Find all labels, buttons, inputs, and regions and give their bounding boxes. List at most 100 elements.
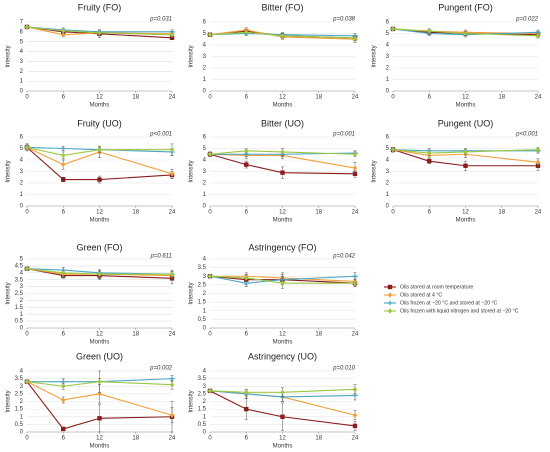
x-tick-label: 24	[169, 210, 176, 216]
y-tick-label: 0.5	[15, 422, 24, 428]
y-axis-label: Intensity	[6, 390, 12, 412]
y-tick-label: 6	[20, 29, 24, 35]
panel-title: Pungent (UO)	[438, 118, 494, 128]
y-axis-label: Intensity	[372, 45, 378, 67]
y-tick-label: 0	[203, 326, 207, 332]
series-line	[26, 146, 173, 181]
series-line	[26, 268, 173, 275]
x-tick-label: 18	[315, 436, 322, 442]
series-line	[209, 275, 356, 284]
series-line	[26, 268, 173, 277]
legend-label: Oils frozen at −20 °C and stored at −20 …	[400, 300, 498, 306]
y-tick-label: 6	[20, 135, 24, 141]
y-tick-label: 3.5	[198, 265, 207, 271]
y-tick-label: 5	[203, 31, 207, 37]
x-tick-label: 12	[96, 95, 103, 101]
x-tick-label: 12	[96, 210, 103, 216]
marker	[352, 386, 358, 392]
x-tick-label: 24	[169, 436, 176, 442]
y-tick-label: 6	[386, 135, 390, 141]
marker	[352, 423, 358, 429]
series-line	[26, 381, 173, 387]
series-line	[209, 153, 356, 175]
series-line	[392, 28, 539, 37]
panel-title: Bitter (UO)	[261, 118, 304, 128]
x-tick-label: 6	[245, 210, 249, 216]
p-value: p=0.611	[150, 254, 172, 260]
x-tick-label: 24	[352, 95, 359, 101]
y-tick-label: 1.5	[15, 305, 24, 311]
y-tick-label: 4	[203, 158, 207, 164]
x-tick-label: 6	[245, 436, 249, 442]
p-value: p=0.042	[332, 254, 356, 260]
x-tick-label: 0	[25, 332, 29, 338]
marker	[169, 171, 175, 177]
y-tick-label: 2	[20, 181, 24, 187]
y-tick-label: 7	[20, 20, 24, 26]
x-axis-label: Months	[273, 340, 293, 346]
y-tick-label: 4	[20, 49, 24, 55]
y-tick-label: 5	[203, 146, 207, 152]
marker	[61, 426, 66, 432]
y-tick-label: 2	[20, 69, 24, 75]
marker	[280, 33, 285, 39]
marker	[61, 28, 66, 34]
y-tick-label: 5	[20, 39, 24, 45]
marker	[207, 273, 213, 279]
y-tick-label: 2.5	[15, 391, 24, 397]
y-tick-label: 1	[203, 414, 207, 420]
y-tick-label: 0	[20, 430, 24, 436]
marker	[61, 161, 66, 168]
y-tick-label: 0	[20, 204, 24, 210]
x-tick-label: 6	[62, 210, 66, 216]
y-tick-label: 2	[386, 181, 390, 187]
y-tick-label: 0	[203, 204, 207, 210]
x-tick-label: 0	[391, 210, 395, 216]
x-tick-label: 24	[352, 332, 359, 338]
series-line	[209, 29, 356, 40]
marker	[207, 388, 213, 394]
legend-label: Oils frozen with liquid nitrogen and sto…	[400, 308, 519, 314]
marker	[463, 149, 468, 155]
marker	[280, 414, 285, 419]
y-tick-label: 4	[20, 270, 24, 276]
y-tick-label: 4	[203, 257, 207, 263]
y-tick-label: 1	[20, 192, 24, 198]
marker	[352, 35, 358, 41]
marker	[244, 406, 249, 412]
marker	[390, 147, 396, 153]
series-line	[209, 388, 356, 393]
marker	[97, 379, 102, 385]
y-tick-label: 0	[386, 204, 390, 210]
marker	[535, 147, 541, 153]
y-tick-label: 1.5	[198, 407, 207, 413]
x-tick-label: 18	[315, 210, 322, 216]
y-axis-label: Intensity	[6, 45, 12, 67]
x-tick-label: 12	[462, 95, 469, 101]
y-tick-label: 1	[20, 414, 24, 420]
x-tick-label: 12	[279, 332, 286, 338]
marker	[387, 292, 393, 298]
marker	[387, 300, 393, 306]
x-tick-label: 24	[352, 210, 359, 216]
legend-label: Oils stored at room temperature	[400, 284, 473, 290]
p-value: p<0.001	[515, 132, 538, 138]
marker	[387, 308, 393, 314]
p-value: p=0.031	[149, 17, 172, 23]
x-tick-label: 12	[96, 436, 103, 442]
marker	[280, 389, 285, 395]
y-tick-label: 4.5	[15, 263, 24, 269]
x-tick-label: 12	[96, 332, 103, 338]
x-tick-label: 6	[62, 332, 66, 338]
y-tick-label: 2	[20, 399, 24, 405]
marker	[352, 151, 358, 157]
x-tick-label: 18	[498, 210, 505, 216]
marker	[169, 412, 175, 418]
marker	[97, 30, 102, 36]
y-tick-label: 4	[20, 158, 24, 164]
marker	[535, 33, 541, 39]
marker	[352, 274, 358, 279]
y-axis-label: Intensity	[189, 282, 195, 304]
x-tick-label: 24	[169, 332, 176, 338]
y-tick-label: 3	[203, 274, 207, 280]
